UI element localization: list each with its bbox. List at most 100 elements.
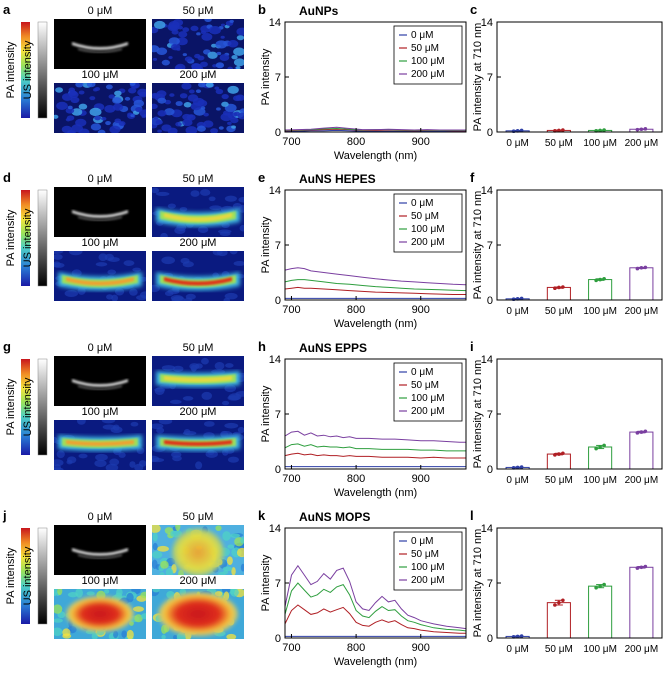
speckle — [137, 88, 146, 97]
speckle — [161, 365, 176, 371]
speckle — [200, 106, 206, 110]
speckle — [227, 66, 233, 69]
speckle — [227, 556, 233, 565]
bar-200 — [629, 566, 654, 639]
series-line-0 — [285, 129, 466, 132]
speckle — [229, 251, 238, 255]
data-point — [594, 585, 598, 590]
speckle — [76, 420, 86, 425]
speckle — [174, 65, 183, 69]
y-tick-label: 0 — [275, 295, 281, 307]
speckle — [190, 25, 199, 32]
speckle — [140, 591, 146, 599]
y-tick-label: 14 — [481, 185, 493, 197]
speckle — [54, 467, 64, 470]
speckle — [188, 89, 195, 94]
speckle — [64, 290, 79, 298]
speckle — [231, 112, 238, 117]
pa-band-core — [66, 440, 134, 446]
speckle — [171, 29, 179, 35]
speckle — [197, 226, 209, 234]
pa-image-200 — [152, 420, 244, 470]
speckle — [89, 96, 96, 101]
speckle — [105, 121, 111, 126]
speckle — [101, 420, 116, 424]
plot-frame — [496, 21, 663, 133]
speckle — [54, 251, 64, 255]
image-conc-label: 100 μM — [82, 69, 119, 81]
data-point — [519, 128, 524, 133]
speckle — [54, 436, 58, 444]
speckle — [62, 628, 71, 637]
speckle — [224, 422, 239, 429]
legend-label: 0 μM — [411, 367, 433, 378]
chart-title: AuNS MOPS — [299, 510, 370, 524]
speckle — [227, 544, 235, 549]
speckle — [226, 633, 237, 639]
speckle — [152, 551, 163, 559]
speckle — [219, 54, 230, 61]
data-point — [519, 296, 524, 301]
legend-label: 200 μM — [411, 237, 445, 248]
speckle — [75, 83, 84, 88]
speckle — [134, 614, 143, 623]
speckle — [216, 51, 222, 56]
speckle — [91, 632, 98, 639]
data-point — [561, 128, 565, 132]
speckle — [152, 525, 161, 533]
speckle — [107, 257, 120, 262]
speckle — [225, 363, 234, 368]
data-point — [561, 451, 565, 456]
us-arc-shadow — [78, 385, 122, 390]
speckle — [231, 54, 238, 60]
pa-image-100 — [54, 420, 146, 470]
pa-band-mid — [160, 211, 236, 224]
speckle — [157, 110, 167, 117]
speckle — [94, 87, 101, 91]
bar-50 — [546, 602, 571, 639]
speckle — [152, 117, 162, 126]
speckle — [181, 83, 192, 90]
image-conc-label: 200 μM — [180, 69, 217, 81]
speckle — [169, 24, 178, 31]
speckle — [89, 107, 102, 117]
speckle — [230, 533, 240, 538]
speckle — [78, 453, 88, 459]
speckle — [182, 396, 194, 401]
data-point — [515, 634, 520, 639]
speckle — [123, 260, 135, 267]
us-arc — [72, 42, 128, 50]
speckle — [230, 589, 239, 597]
speckle — [54, 604, 63, 614]
speckle — [164, 99, 172, 105]
legend-label: 100 μM — [411, 393, 445, 404]
image-background — [54, 19, 146, 69]
data-point — [519, 465, 524, 469]
speckle — [211, 43, 217, 48]
y-tick-label: 0 — [275, 127, 281, 139]
us-colorbar-label: US intensity — [22, 546, 34, 605]
category-label: 200 μM — [625, 306, 659, 317]
panel-letter: a — [3, 2, 11, 17]
speckle — [135, 106, 143, 113]
data-point — [561, 598, 565, 603]
speckle — [231, 125, 237, 129]
speckle — [214, 361, 225, 370]
x-tick-label: 800 — [347, 304, 365, 316]
speckle — [232, 95, 242, 102]
speckle — [185, 126, 198, 133]
speckle — [132, 606, 145, 612]
us-arc-shadow — [78, 48, 122, 53]
y-axis-label: PA intensity — [260, 554, 272, 611]
image-background — [54, 525, 146, 575]
image-row-j: j PA intensity US intensity 0 μM 50 μM 100 μM… — [2, 508, 244, 639]
speckle — [240, 563, 244, 572]
speckle — [132, 267, 142, 272]
category-label: 200 μM — [625, 644, 659, 655]
speckle — [169, 399, 182, 404]
data-point — [643, 429, 648, 434]
y-axis-label: PA intensity at 710 nm — [472, 360, 484, 469]
x-axis-label: Wavelength (nm) — [334, 656, 417, 668]
speckle — [112, 97, 122, 104]
data-point — [557, 128, 561, 133]
